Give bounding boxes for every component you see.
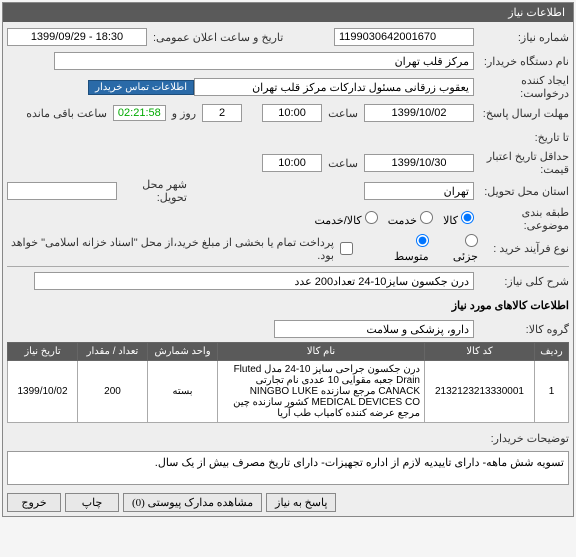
label-creator: ایجاد کننده درخواست:: [474, 74, 569, 100]
items-info-label: اطلاعات کالاهای مورد نیاز: [452, 299, 569, 312]
label-rooz: روز و: [166, 107, 202, 120]
general-desc-field[interactable]: [34, 272, 474, 290]
label-announce: تاریخ و ساعت اعلان عمومی:: [147, 31, 289, 44]
label-remaining: ساعت باقی مانده: [20, 107, 113, 120]
niaz-no-field[interactable]: [334, 28, 474, 46]
days-field[interactable]: [202, 104, 242, 122]
countdown-timer: 02:21:58: [113, 105, 166, 121]
radio-both-text: کالا/خدمت: [314, 215, 361, 227]
group-field[interactable]: [274, 320, 474, 338]
close-button[interactable]: خروج: [7, 493, 61, 512]
label-ta-tarikh: تا تاریخ:: [474, 131, 569, 144]
label-saat-1: ساعت: [322, 107, 364, 120]
partial-pay-text: پرداخت تمام یا بخشی از مبلغ خرید،از محل …: [7, 236, 340, 262]
radio-medium-label: متوسط: [380, 234, 428, 263]
cell-unit: بسته: [148, 361, 218, 423]
label-purchase-type: نوع فرآیند خرید :: [478, 242, 569, 255]
buyer-notes-box: تسویه شش ماهه- دارای تاییدیه لازم از ادا…: [7, 451, 569, 485]
cell-name: درن جکسون جراحی سایز 10-24 مدل Fluted Dr…: [218, 361, 425, 423]
deliver-city-field[interactable]: [7, 182, 117, 200]
answer-button[interactable]: پاسخ به نیاز: [266, 493, 336, 512]
print-button[interactable]: چاپ: [65, 493, 119, 512]
button-row: پاسخ به نیاز مشاهده مدارک پیوستی (0) چاپ…: [3, 489, 573, 516]
radio-both[interactable]: [365, 211, 378, 224]
radio-medium[interactable]: [416, 234, 429, 247]
cell-need-date: 1399/10/02: [8, 361, 78, 423]
radio-goods-label: کالا: [443, 211, 474, 227]
label-buyer-notes: توضیحات خریدار:: [474, 432, 569, 445]
partial-pay-wrap: پرداخت تمام یا بخشی از مبلغ خرید،از محل …: [7, 236, 353, 262]
info-panel: اطلاعات نیاز شماره نیاز: تاریخ و ساعت اع…: [2, 2, 574, 517]
table-row[interactable]: 1 2132123213330001 درن جکسون جراحی سایز …: [8, 361, 569, 423]
th-code: کد کالا: [425, 343, 535, 361]
send-time-field[interactable]: [262, 104, 322, 122]
label-group: گروه کالا:: [474, 323, 569, 336]
radio-goods-text: کالا: [443, 215, 458, 227]
contact-info-button[interactable]: اطلاعات تماس خریدار: [88, 80, 194, 95]
send-date-field[interactable]: [364, 104, 474, 122]
th-need-date: تاریخ نیاز: [8, 343, 78, 361]
label-niaz-no: شماره نیاز:: [474, 31, 569, 44]
label-general-desc: شرح کلی نیاز:: [474, 275, 569, 288]
cell-qty: 200: [78, 361, 148, 423]
label-buyer-org: نام دستگاه خریدار:: [474, 55, 569, 68]
radio-small-label: جزئی: [439, 234, 478, 263]
label-subject: طبقه بندی موضوعی:: [474, 206, 569, 232]
label-send-deadline: مهلت ارسال پاسخ:: [474, 107, 569, 120]
radio-goods[interactable]: [461, 211, 474, 224]
cell-row: 1: [535, 361, 569, 423]
radio-medium-text: متوسط: [394, 251, 429, 263]
radio-both-label: کالا/خدمت: [314, 211, 377, 227]
radio-small-text: جزئی: [453, 251, 478, 263]
form-area: شماره نیاز: تاریخ و ساعت اعلان عمومی: نا…: [3, 22, 573, 489]
cell-code: 2132123213330001: [425, 361, 535, 423]
partial-pay-checkbox[interactable]: [340, 242, 353, 255]
price-valid-date-field[interactable]: [364, 154, 474, 172]
items-table: ردیف کد کالا نام کالا واحد شمارش تعداد /…: [7, 342, 569, 423]
attachments-button[interactable]: مشاهده مدارک پیوستی (0): [123, 493, 262, 512]
label-deliver-prov: استان محل تحویل:: [474, 185, 569, 198]
radio-service-text: خدمت: [388, 215, 417, 227]
label-price-valid: حداقل تاریخ اعتبار قیمت:: [474, 150, 569, 176]
radio-service-label: خدمت: [388, 211, 433, 227]
price-valid-time-field[interactable]: [262, 154, 322, 172]
label-saat-2: ساعت: [322, 157, 364, 170]
radio-service[interactable]: [420, 211, 433, 224]
th-name: نام کالا: [218, 343, 425, 361]
separator-1: [7, 266, 569, 267]
panel-title: اطلاعات نیاز: [3, 3, 573, 22]
th-unit: واحد شمارش: [148, 343, 218, 361]
table-header-row: ردیف کد کالا نام کالا واحد شمارش تعداد /…: [8, 343, 569, 361]
announce-datetime-field[interactable]: [7, 28, 147, 46]
buyer-org-field[interactable]: [54, 52, 474, 70]
th-qty: تعداد / مقدار: [78, 343, 148, 361]
th-row: ردیف: [535, 343, 569, 361]
deliver-prov-field[interactable]: [364, 182, 474, 200]
creator-field[interactable]: [194, 78, 474, 96]
radio-small[interactable]: [465, 234, 478, 247]
label-deliver-city: شهر محل تحویل:: [117, 178, 187, 204]
